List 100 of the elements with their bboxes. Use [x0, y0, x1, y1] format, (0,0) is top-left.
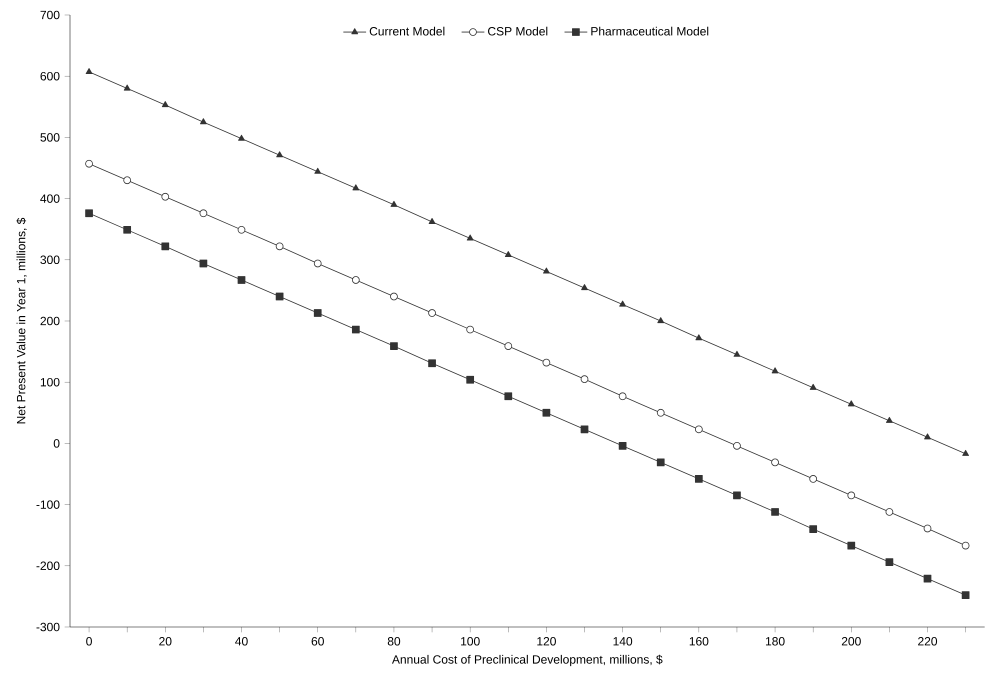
point — [352, 326, 360, 334]
point — [200, 118, 207, 124]
x-tick-label: 120 — [537, 637, 556, 646]
point — [695, 334, 702, 340]
y-tick-label: 500 — [40, 133, 60, 142]
point — [886, 558, 894, 566]
point — [161, 192, 170, 201]
point — [276, 151, 284, 158]
y-tick-label: 700 — [40, 10, 60, 20]
point — [809, 525, 818, 533]
y-tick-label: 100 — [40, 378, 60, 386]
point — [85, 160, 93, 168]
point — [847, 492, 856, 500]
x-tick-label: 100 — [461, 637, 480, 646]
point — [581, 284, 588, 290]
point — [618, 392, 626, 400]
point — [580, 375, 588, 384]
point — [619, 300, 626, 307]
point — [772, 367, 778, 374]
point — [962, 542, 970, 550]
point — [85, 209, 93, 218]
point — [771, 458, 779, 466]
point — [962, 450, 970, 456]
y-tick-label: 600 — [40, 72, 60, 80]
point — [200, 260, 208, 268]
point — [504, 392, 512, 400]
y-tick-label: 200 — [40, 316, 60, 326]
x-tick-label: 220 — [918, 637, 938, 646]
point — [694, 475, 703, 483]
x-tick-label: 0 — [86, 637, 92, 646]
x-tick-label: 80 — [388, 637, 400, 646]
point — [162, 101, 169, 108]
point — [352, 276, 360, 284]
point — [390, 292, 398, 300]
point — [886, 416, 893, 423]
point — [276, 292, 284, 300]
point — [580, 425, 588, 434]
point — [504, 251, 512, 258]
point — [733, 442, 741, 450]
point — [390, 342, 398, 350]
point — [542, 268, 550, 274]
point — [847, 542, 856, 550]
x-tick-label: 200 — [842, 637, 861, 646]
point — [238, 276, 246, 284]
legend-label: Current Model — [370, 26, 444, 36]
point — [238, 134, 245, 141]
x-tick-label: 160 — [690, 637, 708, 646]
point — [466, 326, 474, 334]
x-tick-label: 60 — [312, 637, 324, 646]
point — [848, 400, 855, 406]
point — [924, 433, 931, 440]
point — [656, 458, 665, 466]
point — [504, 342, 512, 350]
point — [771, 508, 779, 516]
point — [276, 242, 284, 250]
point — [656, 408, 665, 417]
legend-label: Pharmaceutical Model — [591, 26, 708, 36]
point — [390, 200, 398, 207]
point — [809, 475, 818, 483]
point — [618, 442, 626, 450]
point — [694, 425, 703, 434]
point — [428, 218, 436, 224]
x-tick-label: 140 — [614, 637, 632, 646]
y-axis-title: Net Present Value in Year 1, millions, $ — [16, 218, 27, 424]
y-tick-label: -100 — [36, 500, 60, 509]
x-axis-title: Annual Cost of Preclinical Development, millions, $ — [392, 654, 662, 666]
x-tick-label: 40 — [235, 637, 248, 646]
point — [314, 309, 322, 317]
point — [123, 226, 132, 234]
point — [200, 209, 208, 218]
point — [314, 168, 322, 174]
point — [924, 574, 932, 583]
point — [161, 242, 170, 250]
point — [886, 508, 894, 516]
point — [924, 524, 932, 532]
point — [124, 84, 131, 91]
x-tick-label: 20 — [159, 637, 172, 646]
point — [657, 317, 664, 324]
point — [466, 234, 474, 241]
point — [810, 384, 817, 390]
point — [962, 591, 970, 600]
point — [238, 226, 246, 234]
y-tick-label: 400 — [40, 194, 60, 203]
x-tick-label: 180 — [766, 637, 785, 646]
point — [428, 359, 436, 368]
point — [86, 68, 92, 74]
y-tick-label: 300 — [40, 256, 60, 264]
point — [352, 184, 360, 190]
legend-label: CSP Model — [488, 26, 548, 36]
point — [428, 309, 436, 317]
point — [542, 358, 550, 366]
point — [542, 408, 550, 417]
point — [123, 176, 132, 184]
y-tick-label: -200 — [36, 562, 60, 570]
point — [734, 350, 740, 357]
y-tick-label: -300 — [36, 622, 60, 632]
point — [733, 492, 741, 500]
point — [466, 376, 474, 384]
y-tick-label: 0 — [54, 439, 60, 448]
point — [314, 260, 322, 268]
